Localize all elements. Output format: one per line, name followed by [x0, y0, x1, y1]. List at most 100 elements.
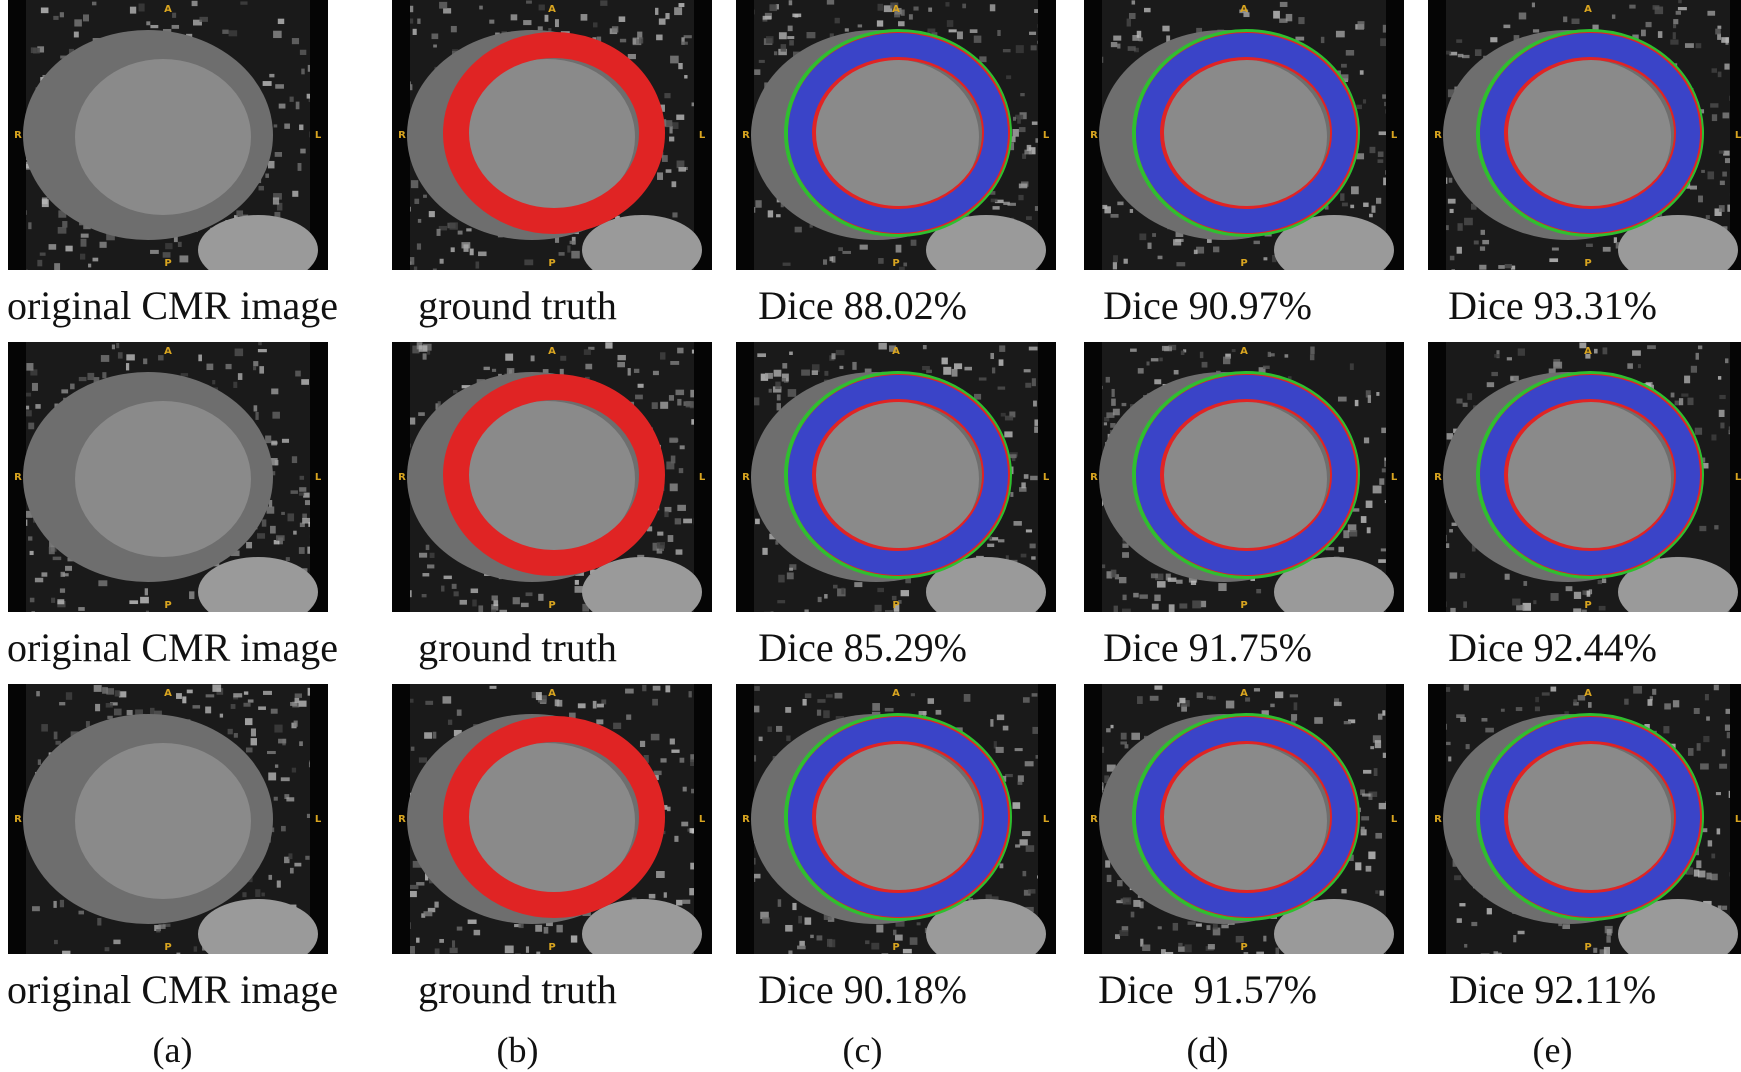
svg-text:P: P	[548, 600, 555, 611]
svg-text:L: L	[315, 130, 322, 141]
panel-caption: ground truth	[345, 282, 690, 330]
svg-text:L: L	[699, 814, 706, 825]
panel-caption: ground truth	[345, 624, 690, 672]
svg-text:R: R	[1090, 130, 1098, 141]
svg-text:L: L	[315, 472, 322, 483]
svg-text:R: R	[1434, 472, 1442, 483]
panel-caption: ground truth	[345, 966, 690, 1014]
svg-text:A: A	[1240, 4, 1248, 15]
svg-text:P: P	[1240, 942, 1247, 953]
cmr-panel-original: A P R L	[8, 0, 328, 270]
svg-text:P: P	[1240, 600, 1247, 611]
svg-text:P: P	[1584, 600, 1591, 611]
svg-text:R: R	[398, 130, 406, 141]
svg-text:R: R	[742, 130, 750, 141]
svg-text:L: L	[1391, 130, 1398, 141]
svg-text:A: A	[1584, 346, 1592, 357]
cmr-panel-ground-truth: A P R L	[392, 0, 712, 270]
cmr-slice-image: A P R L	[392, 342, 712, 612]
column-label: (e)	[1380, 1028, 1725, 1072]
cmr-slice-image: A P R L	[392, 0, 712, 270]
cmr-panel-prediction: A P R L	[1084, 342, 1404, 612]
svg-text:A: A	[892, 688, 900, 699]
cmr-panel-prediction: A P R L	[1084, 684, 1404, 954]
svg-text:L: L	[1043, 814, 1050, 825]
svg-text:A: A	[548, 4, 556, 15]
svg-text:A: A	[1584, 4, 1592, 15]
svg-text:R: R	[1090, 472, 1098, 483]
svg-text:R: R	[1090, 814, 1098, 825]
column-label: (d)	[1035, 1028, 1380, 1072]
panel-caption: Dice 92.11%	[1380, 966, 1725, 1014]
svg-text:P: P	[892, 942, 899, 953]
svg-text:A: A	[164, 346, 172, 357]
panel-caption: original CMR image	[0, 966, 345, 1014]
cmr-slice-image: A P R L	[1084, 684, 1404, 954]
column-label: (c)	[690, 1028, 1035, 1072]
svg-text:R: R	[742, 814, 750, 825]
svg-text:R: R	[1434, 814, 1442, 825]
panel-caption: Dice 85.29%	[690, 624, 1035, 672]
svg-text:P: P	[548, 258, 555, 269]
svg-text:P: P	[164, 258, 171, 269]
svg-text:P: P	[1584, 258, 1591, 269]
cmr-slice-image: A P R L	[736, 684, 1056, 954]
svg-text:R: R	[398, 814, 406, 825]
panel-caption: Dice 92.44%	[1380, 624, 1725, 672]
cmr-slice-image: A P R L	[1428, 342, 1741, 612]
panel-caption: Dice 90.97%	[1035, 282, 1380, 330]
panel-caption: Dice 88.02%	[690, 282, 1035, 330]
panel-caption: Dice 91.57%	[1035, 966, 1380, 1014]
panel-caption: Dice 91.75%	[1035, 624, 1380, 672]
svg-text:R: R	[742, 472, 750, 483]
svg-text:P: P	[892, 258, 899, 269]
svg-text:P: P	[164, 942, 171, 953]
svg-text:A: A	[164, 688, 172, 699]
svg-text:L: L	[1391, 814, 1398, 825]
column-label: (b)	[345, 1028, 690, 1072]
svg-text:A: A	[548, 688, 556, 699]
svg-text:A: A	[164, 4, 172, 15]
cmr-slice-image: A P R L	[1084, 342, 1404, 612]
svg-text:P: P	[1240, 258, 1247, 269]
column-label: (a)	[0, 1028, 345, 1072]
svg-text:R: R	[14, 472, 22, 483]
cmr-panel-prediction: A P R L	[1084, 0, 1404, 270]
svg-text:A: A	[548, 346, 556, 357]
cmr-panel-prediction: A P R L	[736, 684, 1056, 954]
svg-text:R: R	[398, 472, 406, 483]
cmr-slice-image: A P R L	[8, 0, 328, 270]
svg-text:A: A	[1240, 346, 1248, 357]
cmr-panel-prediction: A P R L	[1428, 342, 1741, 612]
svg-text:L: L	[1735, 472, 1741, 483]
svg-text:L: L	[699, 130, 706, 141]
panel-caption: original CMR image	[0, 282, 345, 330]
panel-caption: Dice 93.31%	[1380, 282, 1725, 330]
svg-text:L: L	[315, 814, 322, 825]
svg-text:L: L	[1391, 472, 1398, 483]
svg-text:A: A	[1240, 688, 1248, 699]
svg-text:R: R	[1434, 130, 1442, 141]
svg-text:L: L	[1043, 130, 1050, 141]
cmr-slice-image: A P R L	[1084, 0, 1404, 270]
panel-caption: original CMR image	[0, 624, 345, 672]
svg-text:R: R	[14, 130, 22, 141]
svg-text:P: P	[892, 600, 899, 611]
svg-text:L: L	[1043, 472, 1050, 483]
svg-text:A: A	[1584, 688, 1592, 699]
svg-text:L: L	[699, 472, 706, 483]
